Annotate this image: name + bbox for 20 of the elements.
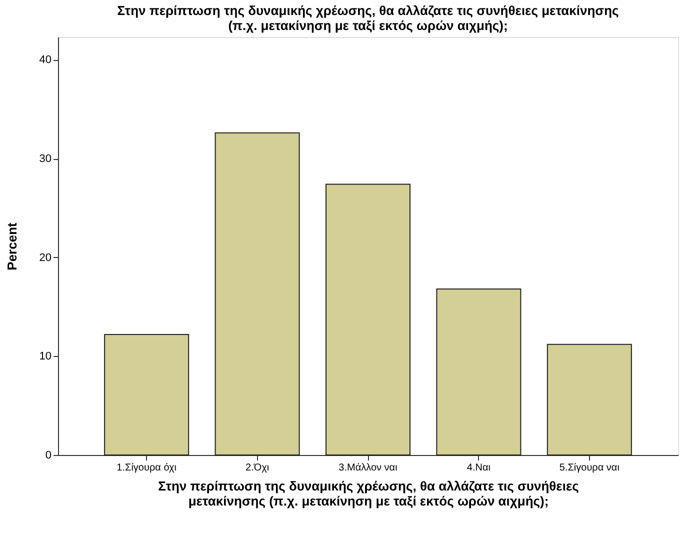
x-tick-label: 2.Όχι	[246, 462, 270, 474]
bar	[104, 334, 190, 456]
x-tick-label: 5.Σίγουρα ναι	[559, 462, 620, 474]
text: Στην περίπτωση της δυναμικής χρέωσης, θα αλλάζατε τις συνήθειες μετακίνησης	[117, 3, 619, 18]
y-tick-label: 0	[45, 450, 52, 462]
text: (π.χ. μετακίνηση με ταξί εκτός ωρών αιχμής);	[228, 18, 508, 33]
y-tick-label: 20	[39, 252, 52, 264]
y-tick-label: 40	[39, 54, 52, 66]
y-tick-label: 10	[39, 350, 52, 363]
x-tick-label: 3.Μάλλον ναι	[338, 462, 398, 474]
x-tick-label: 1.Σίγουρα όχι	[116, 462, 176, 474]
bar	[326, 184, 410, 456]
bar	[436, 288, 522, 456]
y-tick-label: 30	[39, 153, 52, 166]
y-axis-title: Percent	[4, 222, 20, 270]
text: Στην περίπτωση της δυναμικής χρέωσης, θα αλλάζατε τις συνήθειες	[158, 478, 579, 494]
bar	[546, 344, 632, 456]
text: μετακίνησης (π.χ. μετακίνηση με ταξί εκτός ωρών αιχμής);	[188, 494, 549, 508]
x-tick-label: 4.Ναι	[466, 462, 491, 474]
bar	[214, 132, 300, 456]
